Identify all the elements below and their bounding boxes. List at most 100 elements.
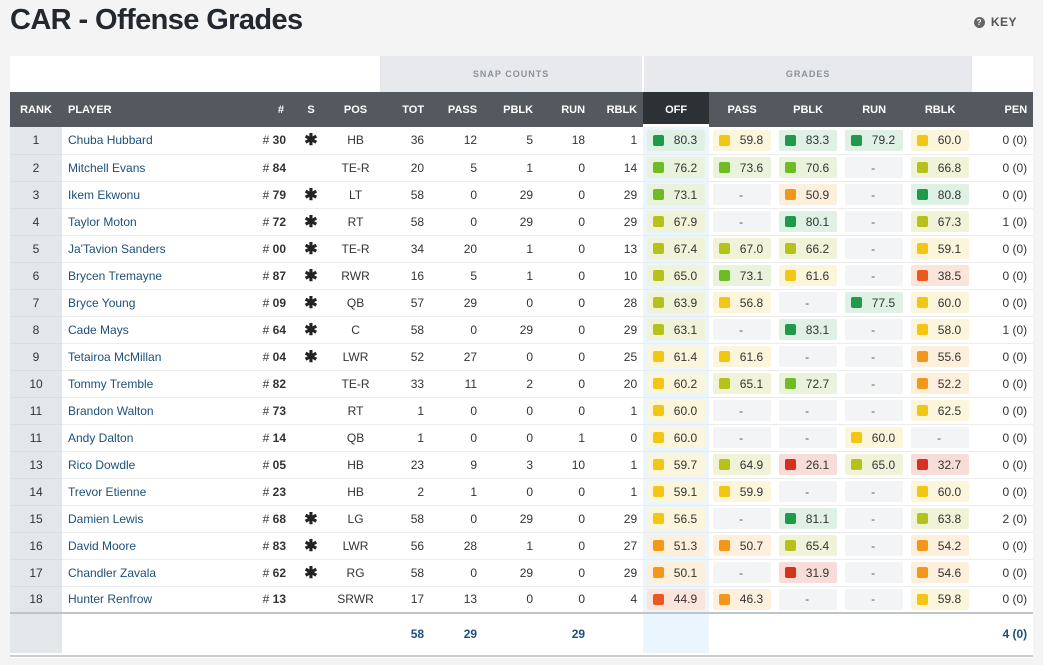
grade-value: 76.2 — [673, 160, 698, 175]
grade-empty: - — [845, 346, 904, 367]
jersey-number: 84 — [272, 160, 286, 175]
snap-pblk-cell: 0 — [483, 289, 540, 317]
grade-empty: - — [713, 319, 772, 340]
grade-empty: - — [779, 346, 838, 367]
grade-color-icon — [719, 162, 731, 173]
snap-pass-cell: 0 — [430, 316, 484, 344]
grade-value: 80.1 — [805, 214, 830, 229]
col-run-grade[interactable]: RUN — [841, 92, 908, 127]
table-row[interactable]: 14 Trevor Etienne # 23 HB 2 1 0 0 1 59.1 59.9- -60.… — [10, 478, 1034, 506]
player-link[interactable]: Cade Mays — [62, 316, 251, 344]
snap-rblk-cell: 1 — [591, 397, 644, 425]
starter-icon: ✱ — [290, 262, 332, 290]
col-pblk[interactable]: PBLK — [483, 92, 540, 127]
player-link[interactable]: Trevor Etienne — [62, 478, 251, 506]
player-link[interactable]: Tetairoa McMillan — [62, 343, 251, 371]
table-row[interactable]: 11 Brandon Walton # 73 RT 1 0 0 0 1 60.0- - -62.5 0 … — [10, 397, 1034, 425]
table-row[interactable]: 2 Mitchell Evans # 84 TE-R 20 5 1 0 14 76.2 73.6 70… — [10, 154, 1034, 182]
grade-badge: 65.1 — [713, 373, 772, 394]
grade-g_rblk-cell: 59.1 — [907, 235, 974, 263]
table-row[interactable]: 17 Chandler Zavala # 62 ✱ RG 58 0 29 0 29 50.1-31.… — [10, 559, 1034, 587]
table-row[interactable]: 18 Hunter Renfrow # 13 SRWR 17 13 0 0 4 44.9 46.3-… — [10, 586, 1034, 614]
penalty-cell: 0 (0) — [973, 262, 1034, 290]
col-rblk[interactable]: RBLK — [591, 92, 644, 127]
player-link[interactable]: Rico Dowdle — [62, 451, 251, 479]
position-cell: TE-R — [332, 235, 380, 263]
player-link[interactable]: Taylor Moton — [62, 208, 251, 236]
grade-badge: 26.1 — [779, 454, 838, 475]
table-row[interactable]: 13 Rico Dowdle # 05 HB 23 9 3 10 1 59.7 64.9 26.1 65… — [10, 451, 1034, 479]
col-pblk-grade[interactable]: PBLK — [775, 92, 842, 127]
grade-color-icon — [917, 189, 929, 200]
player-link[interactable]: Bryce Young — [62, 289, 251, 317]
snap-rblk-cell: 29 — [591, 181, 644, 209]
grade-empty: - — [779, 588, 838, 610]
snap-run-cell: 1 — [539, 424, 592, 452]
player-link[interactable]: Chandler Zavala — [62, 559, 251, 587]
grade-empty: - — [779, 481, 838, 502]
player-link[interactable]: Hunter Renfrow — [62, 586, 251, 614]
player-link[interactable]: Andy Dalton — [62, 424, 251, 452]
player-link[interactable]: Damien Lewis — [62, 505, 251, 533]
player-link[interactable]: Brandon Walton — [62, 397, 251, 425]
table-row[interactable]: 15 Damien Lewis # 68 ✱ LG 58 0 29 0 29 56.5-81.1-6… — [10, 505, 1034, 533]
col-jersey[interactable]: # — [251, 92, 290, 127]
grade-badge: 70.6 — [779, 157, 838, 178]
table-row[interactable]: 10 Tommy Tremble # 82 TE-R 33 11 2 0 20 60.2 65.1 7… — [10, 370, 1034, 398]
col-tot[interactable]: TOT — [379, 92, 431, 127]
player-link[interactable]: Tommy Tremble — [62, 370, 251, 398]
table-row[interactable]: 5 Ja'Tavion Sanders # 00 ✱ TE-R 34 20 1 0 13 67.4 6… — [10, 235, 1034, 263]
snap-rblk-cell: 14 — [591, 154, 644, 182]
col-off-grade[interactable]: OFF — [643, 92, 710, 127]
grade-color-icon — [917, 324, 929, 335]
jersey-number: 68 — [272, 511, 286, 526]
table-row[interactable]: 6 Brycen Tremayne # 87 ✱ RWR 16 5 1 0 10 65.0 73.1 6… — [10, 262, 1034, 290]
rank-cell: 17 — [10, 559, 62, 587]
grade-color-icon — [719, 270, 731, 281]
table-row[interactable]: 4 Taylor Moton # 72 ✱ RT 58 0 29 0 29 67.9-80.1-67… — [10, 208, 1034, 236]
col-pass-grade[interactable]: PASS — [709, 92, 776, 127]
player-link[interactable]: Brycen Tremayne — [62, 262, 251, 290]
table-row[interactable]: 8 Cade Mays # 64 ✱ C 58 0 29 0 29 63.1-83.1-58.0 1 … — [10, 316, 1034, 344]
col-rblk-grade[interactable]: RBLK — [907, 92, 974, 127]
col-rank[interactable]: RANK — [10, 92, 62, 127]
table-row[interactable]: 11 Andy Dalton # 14 QB 1 0 0 1 0 60.0- -60.0-0 (0) — [10, 424, 1034, 452]
grade-empty: - — [845, 588, 904, 610]
table-row[interactable]: 3 Ikem Ekwonu # 79 ✱ LT 58 0 29 0 29 73.1-50.9-80.… — [10, 181, 1034, 209]
player-link[interactable]: Ikem Ekwonu — [62, 181, 251, 209]
col-pass[interactable]: PASS — [430, 92, 484, 127]
table-row[interactable]: 1 Chuba Hubbard # 30 ✱ HB 36 12 5 18 1 80.3 59.8 83.… — [10, 127, 1034, 155]
col-starter[interactable]: S — [290, 92, 332, 127]
grade-color-icon — [917, 378, 929, 389]
grade-g_pass-cell: - — [709, 397, 776, 425]
col-pen[interactable]: PEN — [973, 92, 1034, 127]
col-run[interactable]: RUN — [539, 92, 592, 127]
grade-empty: - — [845, 400, 904, 421]
jersey-number: 72 — [272, 214, 286, 229]
grade-g_rblk-cell: 55.6 — [907, 343, 974, 371]
player-link[interactable]: David Moore — [62, 532, 251, 560]
penalty-cell: 0 (0) — [973, 181, 1034, 209]
player-link[interactable]: Chuba Hubbard — [62, 127, 251, 155]
grade-badge: 54.2 — [911, 535, 970, 556]
snap-pass-cell: 0 — [430, 505, 484, 533]
grade-value: 54.6 — [937, 565, 962, 580]
grade-off-cell: 63.9 — [643, 289, 710, 317]
table-row[interactable]: 16 David Moore # 83 ✱ LWR 56 28 1 0 27 51.3 50.7 65.… — [10, 532, 1034, 560]
grade-off-cell: 60.0 — [643, 397, 710, 425]
grade-badge: 73.6 — [713, 157, 772, 178]
position-cell: RG — [332, 559, 380, 587]
grade-g_rblk-cell: 38.5 — [907, 262, 974, 290]
player-link[interactable]: Ja'Tavion Sanders — [62, 235, 251, 263]
grade-color-icon — [719, 243, 731, 254]
col-pos[interactable]: POS — [332, 92, 380, 127]
table-row[interactable]: 9 Tetairoa McMillan # 04 ✱ LWR 52 27 0 0 25 61.4 61… — [10, 343, 1034, 371]
rank-cell: 11 — [10, 397, 62, 425]
grade-color-icon — [785, 162, 797, 173]
col-player[interactable]: PLAYER — [62, 92, 251, 127]
table-row[interactable]: 7 Bryce Young # 09 ✱ QB 57 29 0 0 28 63.9 56.8-77.5… — [10, 289, 1034, 317]
grade-empty: - — [911, 427, 970, 448]
grade-value: 60.0 — [871, 430, 896, 445]
key-button[interactable]: ? KEY — [973, 15, 1017, 29]
player-link[interactable]: Mitchell Evans — [62, 154, 251, 182]
